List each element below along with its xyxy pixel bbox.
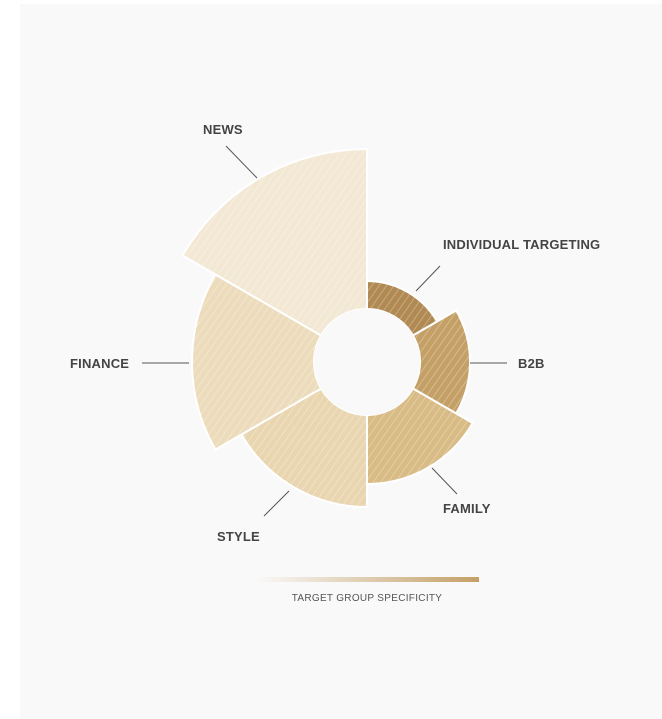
center-hole	[314, 309, 420, 415]
legend-gradient-bar	[256, 577, 479, 582]
label-individual-targeting: INDIVIDUAL TARGETING	[443, 237, 600, 252]
label-b2b: B2B	[518, 356, 545, 371]
leader-line-style	[263, 490, 290, 517]
label-family: FAMILY	[443, 501, 491, 516]
segments	[181, 147, 475, 509]
label-style: STYLE	[217, 529, 260, 544]
leader-line-news	[225, 145, 258, 179]
label-news: NEWS	[203, 122, 243, 137]
legend-label: TARGET GROUP SPECIFICITY	[292, 593, 443, 604]
leader-line-individual-targeting	[415, 265, 441, 292]
leader-line-family	[431, 467, 458, 495]
label-finance: FINANCE	[70, 356, 129, 371]
